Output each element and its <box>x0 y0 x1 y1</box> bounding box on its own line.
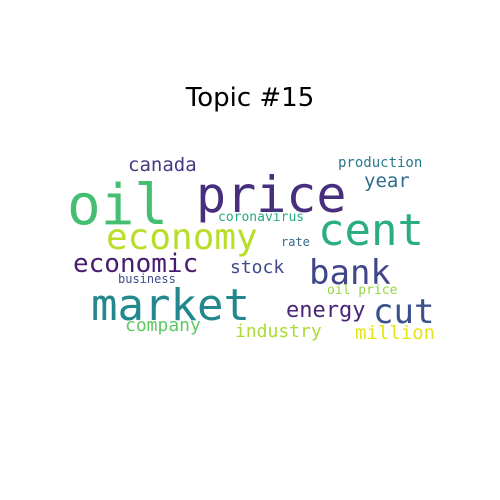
word-stock: stock <box>230 259 284 277</box>
word-cent: cent <box>318 209 424 253</box>
word-canada: canada <box>128 156 197 175</box>
word-business: business <box>118 273 176 285</box>
word-industry: industry <box>235 323 322 341</box>
word-million: million <box>355 324 435 343</box>
word-rate: rate <box>281 236 310 248</box>
word-company: company <box>125 317 201 335</box>
word-production: production <box>338 156 422 170</box>
word-year: year <box>364 172 410 191</box>
word-coronavirus: coronavirus <box>218 211 304 224</box>
word-oil-price: oil price <box>327 284 397 297</box>
word-energy: energy <box>286 300 365 322</box>
